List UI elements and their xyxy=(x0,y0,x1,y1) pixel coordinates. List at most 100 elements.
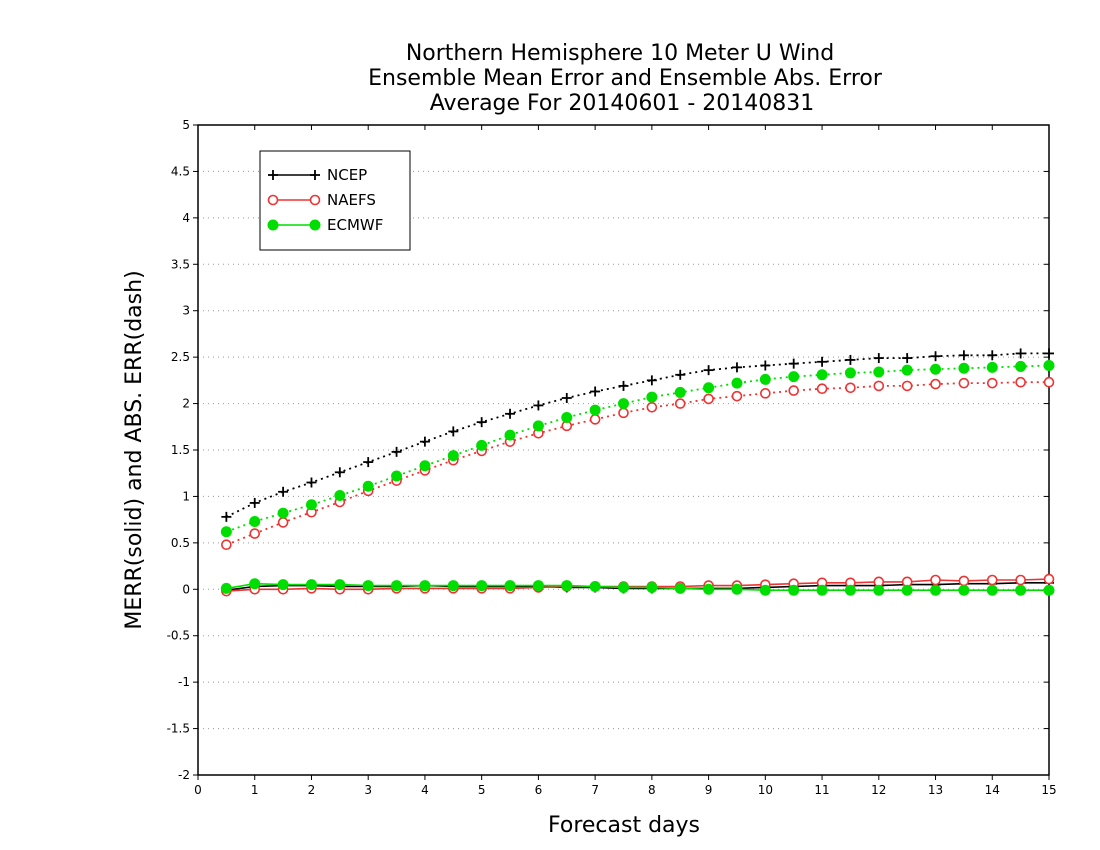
y-tick-label: -1 xyxy=(178,675,190,689)
abs-err-point xyxy=(930,378,941,390)
abs-err-point xyxy=(249,528,261,539)
merr-point xyxy=(759,584,771,596)
abs-err-point xyxy=(646,401,658,413)
abs-err-point xyxy=(760,360,771,371)
abs-err-point xyxy=(675,369,686,380)
abs-err-point xyxy=(618,407,629,419)
abs-err-point xyxy=(334,467,345,478)
abs-err-point xyxy=(817,356,828,367)
series xyxy=(220,348,1055,597)
abs-err-point xyxy=(532,420,544,432)
abs-err-point xyxy=(986,361,998,373)
abs-err-point xyxy=(873,353,884,364)
abs-err-point xyxy=(334,490,346,501)
y-axis-label: MERR(solid) and ABS. ERR(dash) xyxy=(122,270,147,629)
abs-err-point xyxy=(674,386,686,398)
abs-err-point xyxy=(674,398,686,409)
abs-err-point xyxy=(476,417,487,428)
y-tick-label: 4 xyxy=(182,211,190,225)
x-tick-label: 9 xyxy=(705,783,713,797)
abs-err-point xyxy=(788,371,800,383)
legend: NCEP NAEFS ECMWF xyxy=(259,150,411,251)
merr-point xyxy=(277,579,289,591)
x-tick-label: 0 xyxy=(194,783,202,797)
x-axis-ticks: 0 1 2 3 4 5 6 7 8 9 10 11 12 13 14 15 xyxy=(194,125,1057,797)
abs-err-point xyxy=(447,450,459,462)
abs-err-point xyxy=(987,350,998,361)
abs-err-point xyxy=(220,526,232,538)
y-tick-label: -2 xyxy=(178,768,190,782)
abs-err-point xyxy=(759,373,771,385)
abs-err-point xyxy=(958,377,970,389)
abs-err-point xyxy=(731,362,742,373)
x-tick-label: 15 xyxy=(1041,783,1056,797)
abs-err-point xyxy=(1044,348,1054,359)
x-tick-label: 13 xyxy=(928,783,943,797)
y-tick-label: 3 xyxy=(182,304,190,318)
y-tick-label: 2.5 xyxy=(171,350,190,364)
x-tick-label: 1 xyxy=(251,783,259,797)
abs-err-point xyxy=(278,486,289,497)
abs-err-point xyxy=(277,517,289,528)
merr-point xyxy=(220,582,232,594)
merr-point xyxy=(873,584,885,596)
merr-point xyxy=(334,579,346,591)
abs-err-point xyxy=(731,390,743,402)
abs-err-point xyxy=(1015,376,1026,388)
abs-err-point xyxy=(873,380,885,392)
abs-err-point xyxy=(646,391,658,403)
abs-err-point xyxy=(221,511,232,522)
merr-point xyxy=(249,578,261,590)
merr-point xyxy=(589,581,601,592)
abs-err-point xyxy=(590,386,601,397)
abs-err-point xyxy=(561,393,572,403)
abs-err-point xyxy=(1043,376,1055,388)
merr-point xyxy=(958,584,970,596)
merr-point xyxy=(1015,574,1026,586)
abs-err-point xyxy=(419,460,431,472)
legend-marker-start xyxy=(267,219,279,231)
legend-item-ncep: NCEP xyxy=(268,166,367,184)
abs-err-point xyxy=(760,388,771,399)
abs-err-point xyxy=(306,477,317,488)
abs-err-point xyxy=(419,436,430,447)
abs-err-point xyxy=(505,408,516,419)
y-tick-label: 5 xyxy=(182,118,190,132)
abs-err-point xyxy=(901,380,913,392)
abs-err-point xyxy=(873,366,885,378)
abs-err-point xyxy=(391,470,403,482)
abs-err-point xyxy=(618,380,629,391)
merr-point xyxy=(419,580,431,592)
merr-point xyxy=(1043,584,1055,596)
abs-err-point xyxy=(844,367,856,379)
abs-err-point xyxy=(958,362,970,374)
y-tick-label: 1 xyxy=(182,489,190,503)
abs-err-point xyxy=(362,480,374,492)
merr-point xyxy=(816,584,828,596)
abs-err-point xyxy=(277,507,289,519)
y-tick-label: 1.5 xyxy=(171,443,190,457)
merr-point xyxy=(703,583,715,595)
y-tick-label: 2 xyxy=(182,397,190,411)
merr-point xyxy=(958,575,970,587)
merr-point xyxy=(1043,573,1055,585)
merr-point xyxy=(305,579,317,591)
abs-err-point xyxy=(845,354,856,365)
abs-err-point xyxy=(589,414,601,425)
abs-err-point xyxy=(589,404,601,416)
series-naefs xyxy=(221,376,1055,597)
abs-err-point xyxy=(930,363,942,375)
y-tick-label: 4.5 xyxy=(171,164,190,178)
abs-err-point xyxy=(448,426,459,437)
abs-err-point xyxy=(391,446,402,457)
abs-err-point xyxy=(930,351,941,362)
abs-err-point xyxy=(476,439,488,451)
legend-marker-start xyxy=(267,194,279,206)
legend-marker-end xyxy=(309,194,321,206)
x-tick-label: 4 xyxy=(421,783,429,797)
abs-err-point xyxy=(533,400,544,411)
legend-marker-end xyxy=(309,219,321,231)
legend-marker-start xyxy=(268,170,278,180)
abs-err-line-ecmwf xyxy=(226,364,1050,533)
abs-err-point xyxy=(1043,360,1055,371)
